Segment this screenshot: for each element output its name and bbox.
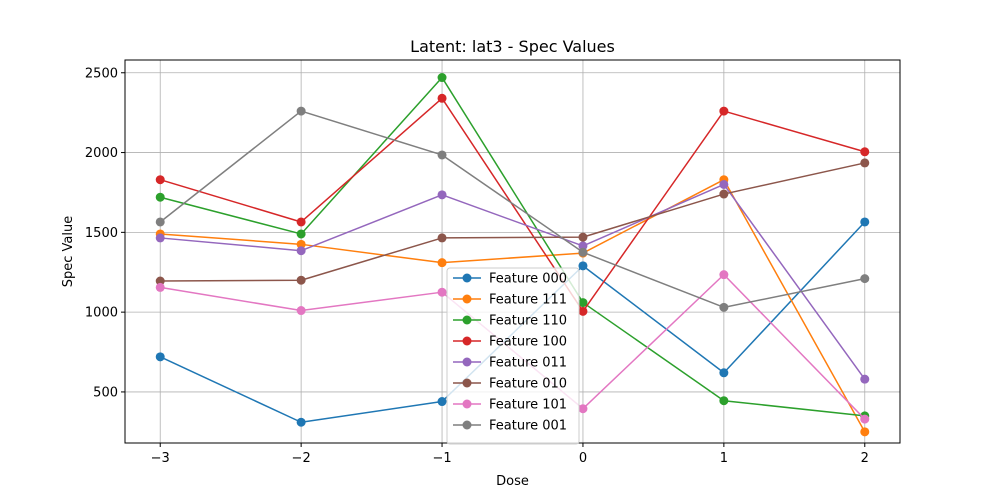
data-point [860,274,870,284]
data-point [719,368,729,378]
data-point [155,282,165,292]
legend-marker [462,336,472,346]
legend-label: Feature 110 [489,314,567,329]
y-tick-label: 2500 [85,66,118,81]
data-point [155,233,165,243]
legend-label: Feature 100 [489,335,567,350]
series-feature-100 [155,93,870,316]
data-point [437,258,447,268]
legend-label: Feature 011 [489,356,567,371]
data-point [719,179,729,189]
series-line [160,76,865,417]
data-point [437,233,447,243]
data-point [437,150,447,160]
data-point [578,298,588,308]
series-line [160,97,865,313]
legend-marker [462,420,472,430]
data-point [860,374,870,384]
series-line [159,110,865,309]
y-tick-label: 500 [93,385,118,400]
series-feature-010 [155,158,870,286]
data-point [719,270,729,280]
data-point [860,217,870,227]
legend-item: Feature 111 [453,293,567,308]
legend-item: Feature 100 [453,335,567,350]
legend-marker [462,378,472,388]
grid [125,60,900,443]
legend-marker [462,273,472,283]
data-point [155,175,165,185]
x-tick-label: 2 [861,451,869,466]
legend-marker [462,357,472,367]
data-point [437,73,447,83]
data-point [296,306,306,316]
legend-label: Feature 010 [489,377,567,392]
data-point [155,352,165,362]
data-point [578,306,588,316]
legend-label: Feature 111 [489,293,567,308]
x-tick-label: −2 [292,451,311,466]
data-point [578,404,588,414]
data-point [578,241,588,251]
legend-item: Feature 000 [453,272,567,287]
legend-item: Feature 101 [453,398,567,413]
legend-item: Feature 001 [453,419,567,434]
data-point [578,261,588,271]
series-feature-001 [155,106,870,312]
y-tick-label: 1500 [85,226,118,241]
series-lines [155,73,870,437]
data-point [155,276,165,286]
data-point [155,217,165,227]
data-point [296,106,306,116]
x-tick-label: 0 [579,451,587,466]
legend-label: Feature 101 [489,398,567,413]
data-point [296,229,306,239]
legend-label: Feature 001 [489,419,567,434]
series-line [160,162,865,282]
legend-item: Feature 011 [453,356,567,371]
data-point [578,232,588,242]
x-axis-title: Dose [496,474,529,489]
series-line [160,183,866,380]
legend-marker [462,399,472,409]
legend-marker [462,294,472,304]
data-point [860,147,870,157]
data-point [719,302,729,312]
data-point [719,106,729,116]
series-feature-011 [155,179,870,384]
data-point [578,247,588,257]
data-point [860,158,870,168]
x-tick-label: 1 [720,451,728,466]
series-line [160,178,866,433]
data-point [296,417,306,427]
data-point [860,414,870,424]
y-tick-label: 1000 [85,306,118,321]
data-point [719,189,729,199]
data-point [719,396,729,406]
data-point [437,93,447,103]
chart-title: Latent: lat3 - Spec Values [410,37,615,56]
data-point [296,275,306,285]
legend: Feature 000 Feature 111 Feature 110 Feature… [446,267,580,445]
legend-marker [462,315,472,325]
data-point [860,427,870,437]
data-point [437,190,447,200]
x-tick-label: −3 [151,451,170,466]
data-point [296,217,306,227]
data-point [437,397,447,407]
legend-label: Feature 000 [489,272,567,287]
legend-box [446,267,580,445]
y-axis-title: Spec Value [61,216,76,287]
y-tick-label: 2000 [85,146,118,161]
data-point [155,192,165,202]
x-tick-label: −1 [432,451,451,466]
legend-item: Feature 110 [453,314,567,329]
data-point [437,287,447,297]
data-point [296,239,306,249]
data-point [296,246,306,256]
legend-item: Feature 010 [453,377,567,392]
